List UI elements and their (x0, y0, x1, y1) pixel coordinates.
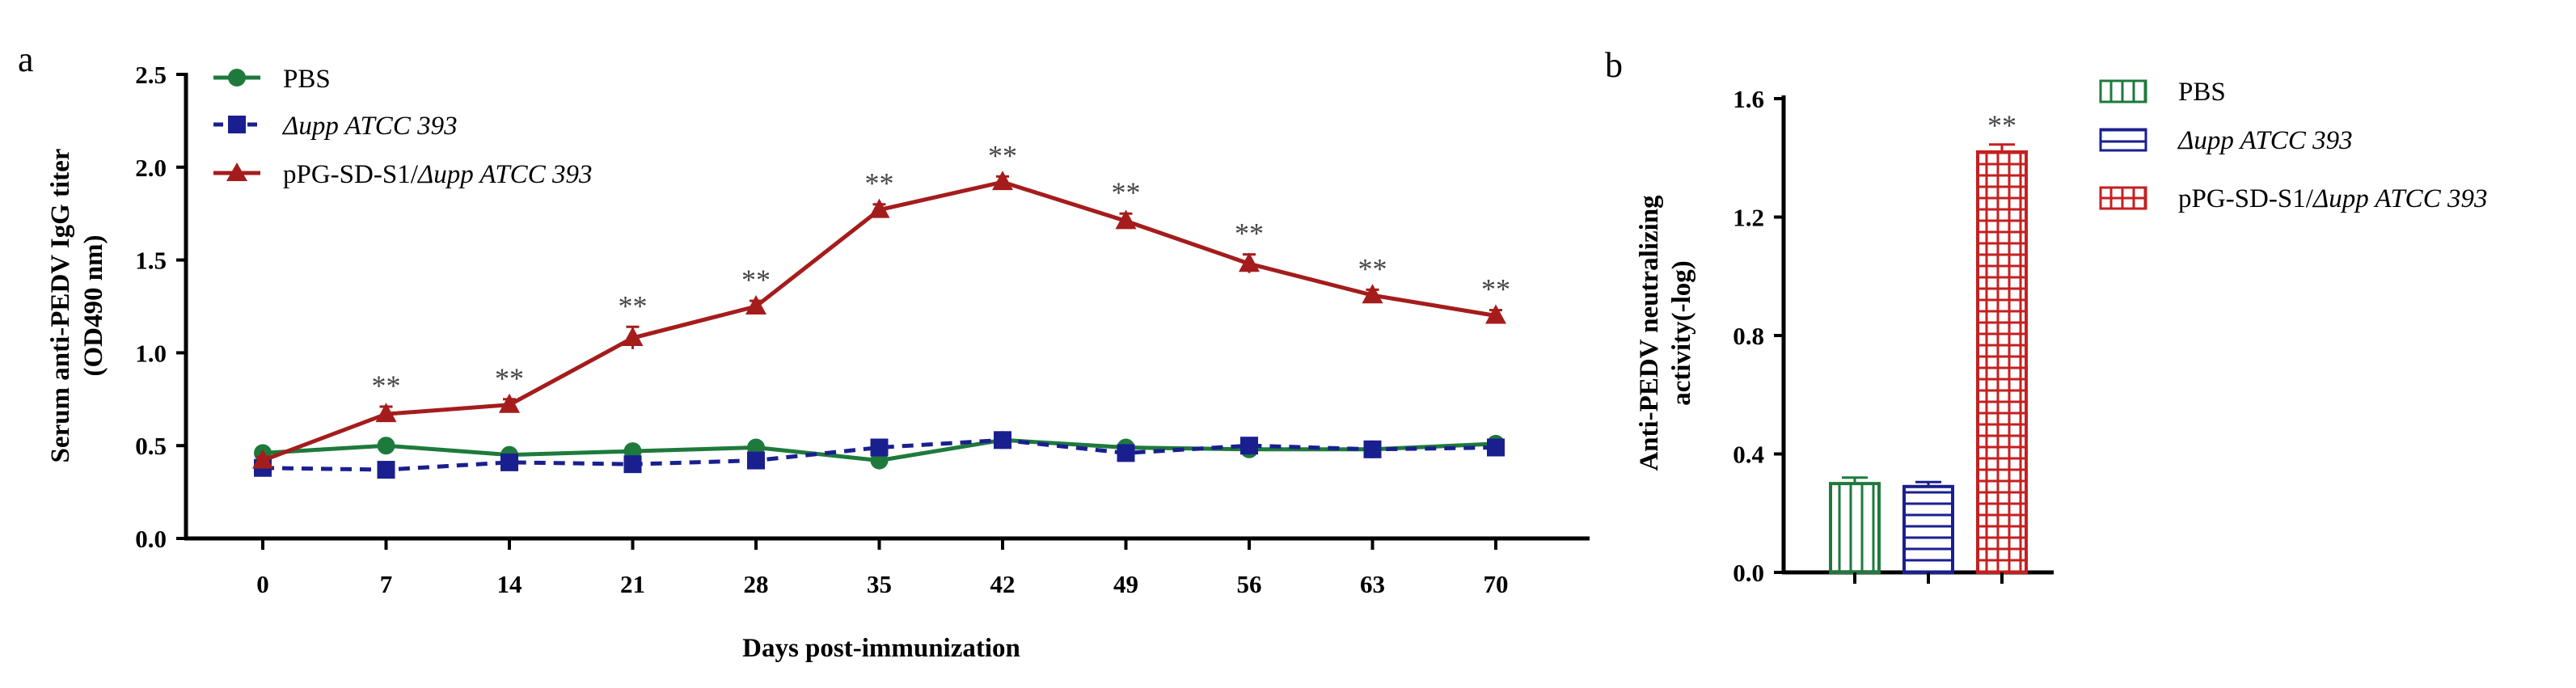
a-point-1-2 (500, 453, 518, 471)
a-xtick-label: 42 (990, 570, 1016, 598)
legend-label-ppg-prefix: pPG-SD-S1/ (283, 160, 419, 189)
a-ytick-label: 0.5 (135, 432, 167, 460)
a-point-2-4 (745, 295, 766, 314)
a-point-2-10 (1485, 304, 1506, 324)
b-bar-2 (1976, 150, 2028, 575)
a-point-1-3 (623, 455, 642, 474)
panel-b-bars: ** (1829, 109, 2028, 584)
legend-b-label-ppg: pPG-SD-S1/Δupp ATCC 393 (2178, 184, 2487, 213)
panel-a-xlabel: Days post-immunization (742, 634, 1020, 663)
a-point-1-7 (1117, 444, 1135, 462)
a-point-1-5 (870, 438, 889, 457)
legend-b-label-ppg-prefix: pPG-SD-S1/ (2178, 184, 2314, 213)
a-point-2-2 (499, 393, 520, 413)
a-point-1-8 (1240, 437, 1258, 455)
a-xtick-label: 35 (867, 570, 892, 598)
legend-swatch-pbs (2099, 79, 2147, 103)
legend-swatch-dupp (2099, 128, 2147, 152)
a-significance-mark: ** (619, 289, 648, 322)
legend-label-ppg: pPG-SD-S1/Δupp ATCC 393 (283, 160, 592, 189)
legend-b-label-dupp: Δupp ATCC 393 (2177, 126, 2353, 155)
panel-b-bar-chart: b 0.0 0.4 0.8 1.2 1.6 ** Anti-PEDV neutraliz… (1605, 45, 2487, 587)
a-ytick-label: 2.5 (135, 61, 167, 89)
legend-b-label-pbs: PBS (2178, 78, 2226, 107)
a-significance-mark: ** (741, 264, 771, 296)
legend-marker-pbs (228, 69, 246, 87)
b-bar-1 (1902, 484, 1954, 574)
panel-a-ylabel-line1: Serum anti-PEDV IgG titer (46, 149, 75, 463)
panel-b-y-ticks: 0.0 0.4 0.8 1.2 1.6 (1733, 85, 1784, 587)
a-series-line-1 (262, 437, 1497, 472)
a-xtick-label: 70 (1484, 570, 1509, 598)
panel-b-ylabel-line2: activity(-log) (1667, 260, 1696, 406)
legend-label-ppg-italic: Δupp ATCC 393 (416, 160, 593, 189)
a-point-1-9 (1363, 440, 1382, 458)
a-point-2-6 (992, 171, 1013, 191)
a-point-1-10 (1487, 438, 1505, 457)
panel-a-legend: PBS Δupp ATCC 393 pPG-SD-S1/Δupp ATCC 39… (213, 65, 592, 189)
panel-b-legend: PBS Δupp ATCC 393 pPG-SD-S1/Δupp ATCC 39… (2099, 78, 2487, 213)
a-point-1-1 (377, 461, 395, 479)
panel-a-label: a (18, 40, 34, 79)
a-significance-mark: ** (1358, 252, 1387, 285)
b-significance-mark: ** (1987, 109, 2016, 141)
panel-b-ylabel-line1: Anti-PEDV neutralizing (1635, 195, 1664, 471)
a-xtick-label: 0 (256, 570, 269, 598)
legend-marker-ppg (226, 163, 247, 181)
a-ytick-label: 0.0 (135, 525, 167, 553)
legend-label-pbs: PBS (283, 65, 331, 94)
a-xtick-label: 21 (620, 570, 645, 598)
a-point-2-0 (252, 449, 273, 469)
a-point-2-3 (622, 327, 644, 347)
b-ytick-label: 1.6 (1733, 85, 1764, 113)
a-xtick-label: 49 (1113, 570, 1138, 598)
a-significance-mark: ** (1235, 217, 1264, 250)
panel-a-x-ticks: 0 7 14 21 28 35 42 49 56 63 70 (256, 538, 1509, 598)
a-ytick-label: 1.0 (135, 339, 167, 367)
a-point-2-1 (375, 403, 397, 423)
a-significance-mark: ** (865, 167, 894, 200)
a-point-2-5 (868, 198, 890, 218)
panel-a-line-chart: a 0.0 0.5 1.0 1.5 2.0 2.5 0 7 14 21 28 35 42 49 56 63 7… (18, 40, 1590, 663)
a-series-line-2 (262, 179, 1497, 462)
a-xtick-label: 14 (497, 570, 522, 598)
legend-swatch-ppg (2099, 186, 2147, 210)
a-point-2-9 (1362, 284, 1383, 304)
a-ytick-label: 1.5 (135, 247, 167, 275)
a-point-1-4 (747, 451, 765, 470)
b-ytick-label: 0.0 (1733, 559, 1764, 587)
a-ytick-label: 2.0 (135, 154, 167, 182)
legend-marker-dupp (228, 116, 246, 133)
legend-label-dupp: Δupp ATCC 393 (281, 112, 458, 141)
panel-b-label: b (1605, 45, 1623, 85)
b-bar-0 (1829, 482, 1881, 574)
a-significance-mark: ** (988, 139, 1017, 171)
a-significance-mark: ** (1112, 176, 1141, 209)
legend-b-label-ppg-italic: Δupp ATCC 393 (2312, 184, 2488, 213)
a-xtick-label: 63 (1360, 570, 1385, 598)
a-significance-mark: ** (1481, 273, 1510, 306)
a-point-1-6 (994, 431, 1011, 450)
panel-a-series-group: ** ** ** ** ** ** ** ** ** ** (252, 139, 1510, 479)
a-point-2-7 (1115, 209, 1137, 230)
a-xtick-label: 7 (380, 570, 393, 598)
a-significance-mark: ** (372, 369, 401, 402)
b-ytick-label: 0.4 (1733, 441, 1764, 469)
a-xtick-label: 56 (1237, 570, 1262, 598)
a-point-2-8 (1239, 252, 1260, 272)
panel-a-ylabel-line2: (OD490 nm) (79, 234, 108, 376)
a-significance-mark: ** (495, 362, 524, 395)
b-ytick-label: 1.2 (1733, 204, 1764, 232)
panel-a-y-ticks: 0.0 0.5 1.0 1.5 2.0 2.5 (135, 61, 186, 553)
b-ytick-label: 0.8 (1733, 322, 1764, 350)
a-xtick-label: 28 (744, 570, 769, 598)
a-point-0-1 (377, 437, 395, 455)
